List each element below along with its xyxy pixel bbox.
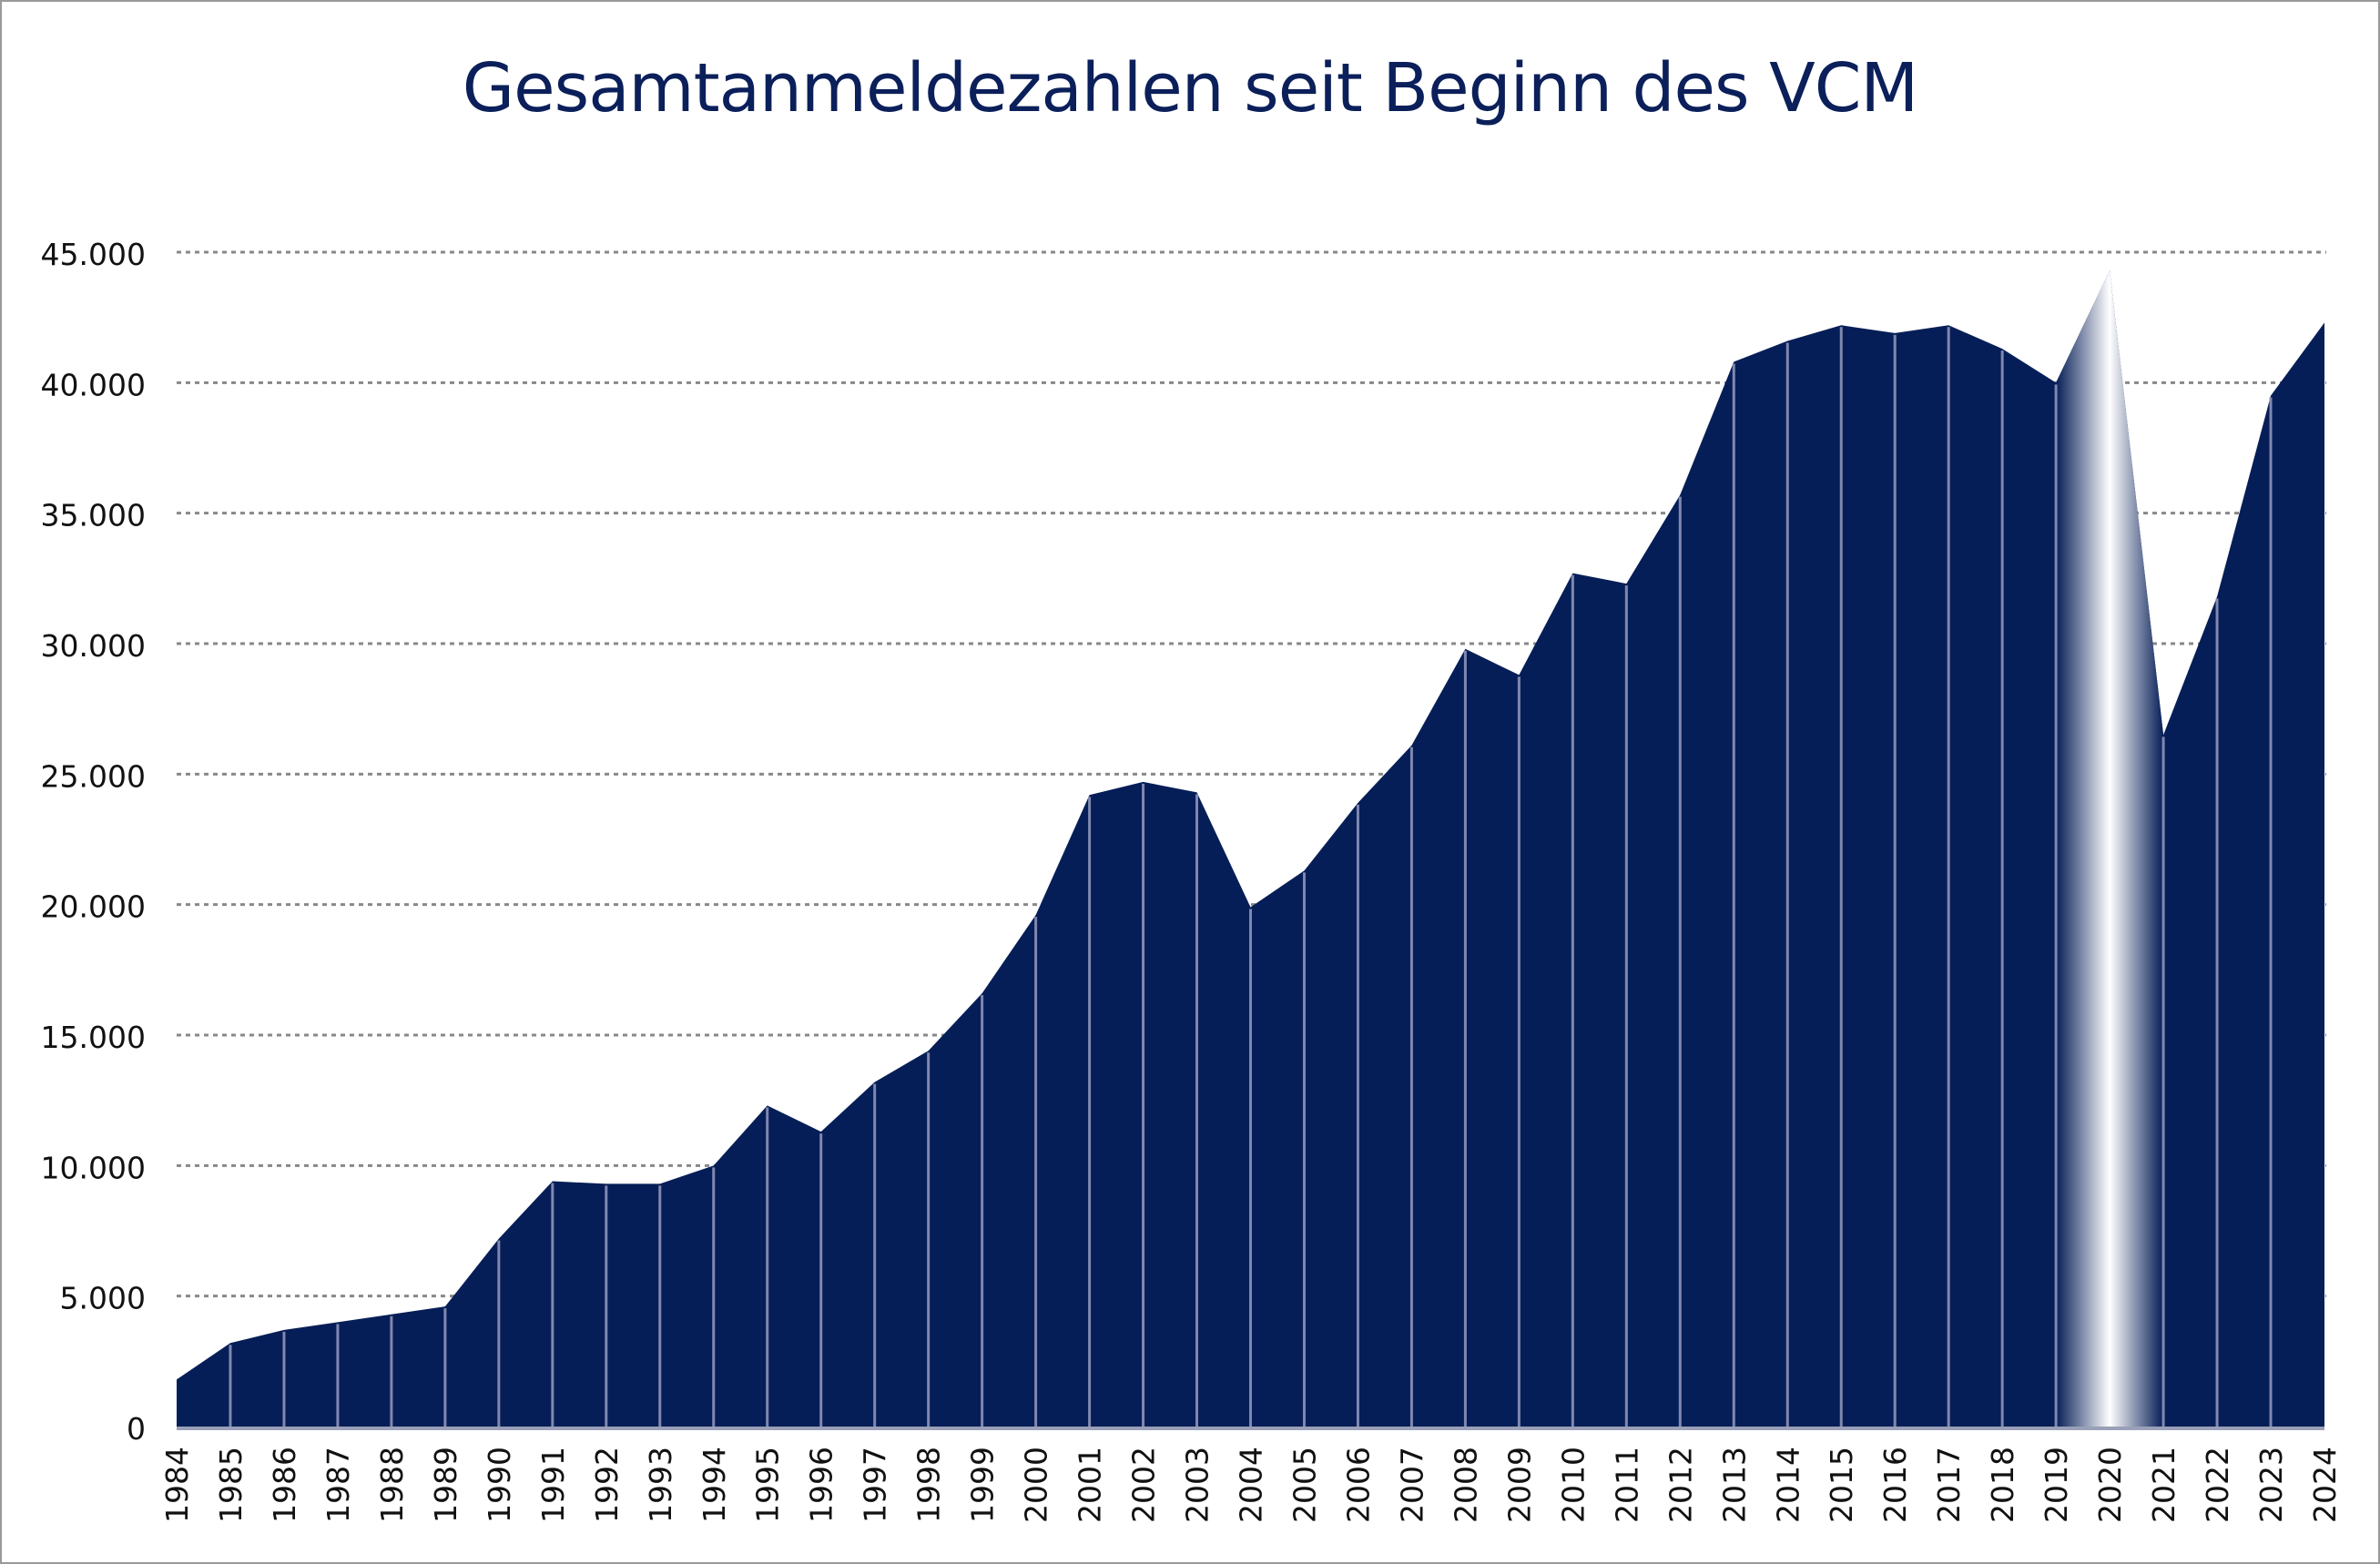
- x-tick-label: 1984: [159, 1447, 195, 1523]
- x-tick-label: 2013: [1716, 1447, 1752, 1523]
- x-tick-label: 2007: [1394, 1447, 1429, 1523]
- x-tick-label: 1991: [535, 1447, 571, 1523]
- x-tick-label: 2021: [2146, 1447, 2182, 1523]
- x-tick-label: 1987: [320, 1447, 356, 1523]
- x-tick-label: 1990: [482, 1447, 517, 1523]
- x-tick-label: 2016: [1877, 1447, 1913, 1523]
- x-tick-label: 1993: [643, 1447, 678, 1523]
- x-tick-label: 2006: [1340, 1447, 1376, 1523]
- y-tick-label: 25.000: [41, 758, 146, 794]
- x-tick-label: 2012: [1663, 1447, 1698, 1523]
- y-tick-label: 10.000: [41, 1150, 146, 1185]
- x-tick-label: 2011: [1609, 1447, 1644, 1523]
- x-tick-label: 2001: [1073, 1447, 1108, 1523]
- x-tick-label: 2010: [1555, 1447, 1591, 1523]
- y-tick-label: 15.000: [41, 1020, 146, 1055]
- x-tick-label: 1989: [428, 1447, 463, 1523]
- x-tick-label: 2014: [1770, 1447, 1805, 1523]
- x-tick-label: 2002: [1126, 1447, 1162, 1523]
- x-tick-label: 1986: [267, 1447, 302, 1523]
- y-tick-label: 35.000: [41, 498, 146, 533]
- x-tick-label: 2024: [2307, 1447, 2343, 1523]
- y-tick-label: 30.000: [41, 628, 146, 664]
- x-tick-label: 2020: [2092, 1447, 2128, 1523]
- y-tick-label: 5.000: [60, 1281, 146, 1316]
- x-tick-label: 2019: [2039, 1447, 2074, 1523]
- x-tick-label: 1992: [589, 1447, 625, 1523]
- x-tick-label: 1996: [804, 1447, 839, 1523]
- x-tick-label: 2023: [2253, 1447, 2289, 1523]
- y-tick-label: 20.000: [41, 889, 146, 925]
- x-tick-label: 1994: [697, 1447, 732, 1523]
- x-tick-label: 1997: [858, 1447, 893, 1523]
- x-tick-label: 2004: [1234, 1447, 1269, 1523]
- x-tick-label: 2005: [1287, 1447, 1322, 1523]
- x-tick-label: 2003: [1180, 1447, 1215, 1523]
- x-tick-label: 1995: [750, 1447, 786, 1523]
- x-tick-label: 2015: [1824, 1447, 1859, 1523]
- y-tick-label: 45.000: [41, 237, 146, 272]
- x-tick-label: 1999: [965, 1447, 1001, 1523]
- y-tick-label: 40.000: [41, 367, 146, 402]
- x-tick-label: 2009: [1501, 1447, 1537, 1523]
- x-tick-label: 1985: [213, 1447, 249, 1523]
- x-tick-label: 1988: [374, 1447, 410, 1523]
- x-tick-label: 2022: [2200, 1447, 2235, 1523]
- x-tick-label: 2008: [1448, 1447, 1483, 1523]
- x-tick-label: 2018: [1985, 1447, 2020, 1523]
- chart-title: Gesamtanmeldezahlen seit Beginn des VCM: [462, 49, 1918, 127]
- x-tick-label: 2017: [1931, 1447, 1967, 1523]
- x-tick-label: 1998: [911, 1447, 947, 1523]
- highlight-area-2020: [2056, 270, 2164, 1427]
- y-tick-label: 0: [127, 1411, 146, 1447]
- x-tick-label: 2000: [1019, 1447, 1054, 1523]
